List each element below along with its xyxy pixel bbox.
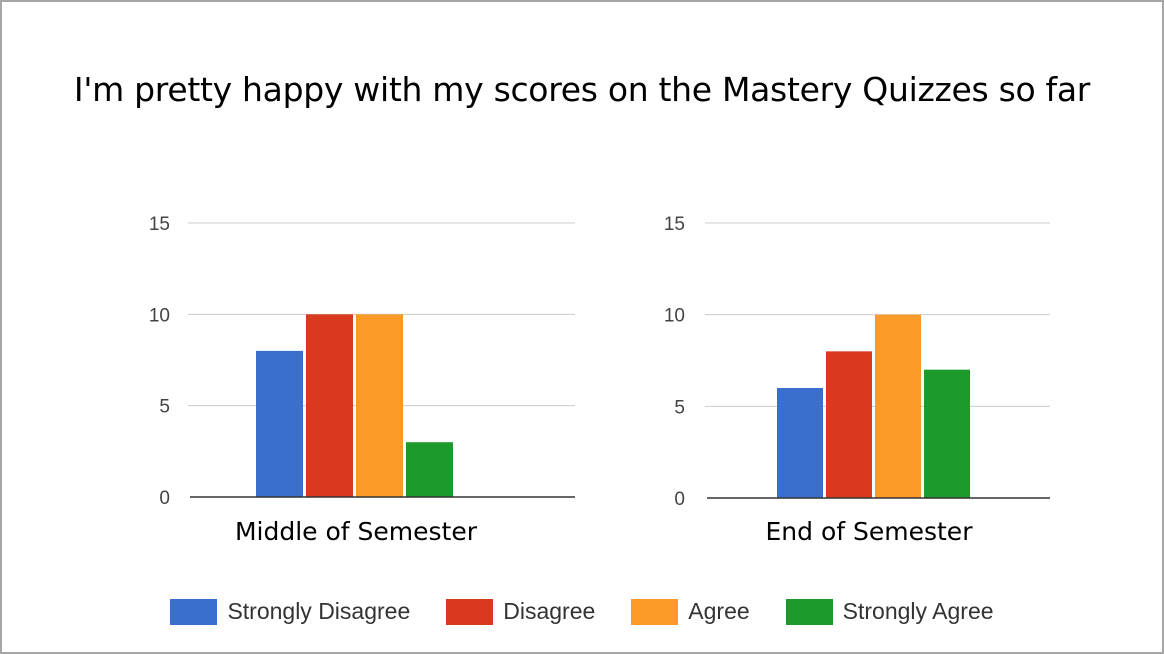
bar-strongly-disagree [777,388,823,498]
legend-swatch [446,598,494,625]
y-tick-label: 0 [159,488,170,509]
legend-label: Agree [688,598,750,624]
legend: Strongly Disagree Disagree Agree Strongly A… [0,598,1164,625]
bar-strongly-agree [924,369,970,498]
y-tick-label: 10 [664,306,685,327]
legend-item: Strongly Disagree [170,598,410,625]
legend-item: Disagree [446,598,595,625]
bar-disagree [826,351,872,498]
y-tick-label: 15 [149,214,170,235]
legend-swatch [170,598,218,625]
legend-swatch [631,598,679,625]
legend-item: Strongly Agree [785,598,994,625]
legend-item: Agree [631,598,750,625]
chart-title: I'm pretty happy with my scores on the M… [73,70,1091,109]
y-tick-label: 0 [674,489,685,510]
bar-strongly-agree [406,442,453,497]
bar-agree [356,314,403,497]
y-tick-label: 10 [149,305,170,326]
bar-strongly-disagree [256,350,303,497]
legend-label: Strongly Disagree [227,598,411,624]
category-label: End of Semester [766,517,974,546]
bar-disagree [306,314,353,497]
y-tick-label: 5 [159,397,170,418]
category-label: Middle of Semester [235,517,478,546]
y-tick-label: 5 [674,397,685,418]
legend-label: Strongly Agree [842,598,994,624]
legend-label: Disagree [503,598,596,624]
y-tick-label: 15 [664,214,685,235]
bar-agree [875,314,921,498]
legend-swatch [785,598,833,625]
